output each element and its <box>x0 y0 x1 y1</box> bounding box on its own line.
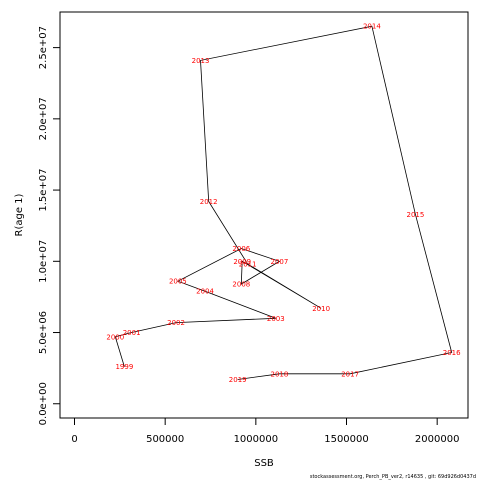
point-label-2002: 2002 <box>167 319 185 327</box>
x-tick-label: 1500000 <box>324 434 369 445</box>
point-label-2018: 2018 <box>270 370 288 378</box>
point-label-2017: 2017 <box>341 370 359 378</box>
point-label-1999: 1999 <box>115 363 133 371</box>
point-label-2000: 2000 <box>106 333 124 341</box>
x-axis-title: SSB <box>254 458 274 469</box>
point-label-2003: 2003 <box>267 315 285 323</box>
point-label-2006: 2006 <box>232 245 250 253</box>
point-label-2011: 2011 <box>239 261 257 269</box>
point-label-2014: 2014 <box>363 23 381 31</box>
point-label-2015: 2015 <box>406 211 424 219</box>
point-label-2005: 2005 <box>169 278 187 286</box>
point-label-2009: 2009 <box>233 258 251 266</box>
y-tick-label: 5.0e+06 <box>38 311 49 354</box>
x-tick-label: 500000 <box>146 434 184 445</box>
y-tick-label: 1.5e+07 <box>38 168 49 211</box>
y-tick-label: 2.0e+07 <box>38 97 49 140</box>
recruitment-ssb-line <box>114 25 453 380</box>
point-label-2004: 2004 <box>196 288 214 296</box>
point-label-2016: 2016 <box>443 349 461 357</box>
x-tick-label: 2000000 <box>415 434 460 445</box>
point-label-2001: 2001 <box>123 329 141 337</box>
point-label-2010: 2010 <box>312 305 330 313</box>
footer-note: stockassessment.org, Perch_PB_ver2, r146… <box>309 474 476 480</box>
point-label-2012: 2012 <box>200 198 218 206</box>
point-label-2008: 2008 <box>232 281 250 289</box>
y-axis: 0.0e+00 5.0e+06 1.0e+07 1.5e+07 2.0e+07 2.5e+… <box>38 26 61 425</box>
y-axis-title: R(age 1) <box>14 193 25 236</box>
x-tick-label: 0 <box>71 434 77 445</box>
y-tick-label: 1.0e+07 <box>38 240 49 283</box>
y-tick-label: 2.5e+07 <box>38 26 49 69</box>
point-label-2007: 2007 <box>270 258 288 266</box>
point-label-2013: 2013 <box>192 57 210 65</box>
x-tick-label: 1000000 <box>234 434 279 445</box>
y-tick-label: 0.0e+00 <box>38 382 49 425</box>
x-axis: 0 500000 1000000 1500000 2000000 <box>71 417 460 445</box>
point-label-2019: 2019 <box>229 376 247 384</box>
